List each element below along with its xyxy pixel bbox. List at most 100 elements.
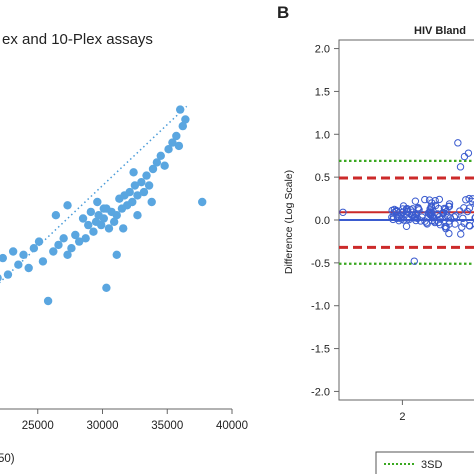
panel-a-point bbox=[59, 234, 68, 243]
panel-a-point bbox=[148, 164, 158, 174]
panel-a-point bbox=[14, 260, 23, 269]
panel-a-point bbox=[147, 197, 156, 207]
panel-b-y-tick-label: 1.0 bbox=[315, 129, 330, 141]
panel-a-point bbox=[133, 191, 142, 200]
panel-a-point bbox=[144, 181, 154, 190]
panel-b-point bbox=[410, 257, 418, 265]
panel-a-point bbox=[128, 197, 137, 207]
panel-a-point bbox=[8, 247, 18, 256]
panel-a-point bbox=[89, 227, 98, 236]
panel-b-point bbox=[451, 220, 459, 228]
panel-b-point bbox=[421, 217, 429, 225]
panel-a-point bbox=[84, 220, 93, 230]
panel-a-point bbox=[112, 250, 121, 259]
panel-a-point bbox=[54, 240, 63, 250]
panel-a-point bbox=[19, 250, 28, 259]
panel-b-point bbox=[402, 222, 411, 230]
panel-b-x-ticks: 2 bbox=[399, 400, 405, 423]
panel-a-point bbox=[81, 234, 90, 243]
panel-b-point bbox=[462, 196, 470, 204]
panel-a-point bbox=[67, 244, 76, 253]
panel-b-point bbox=[463, 207, 472, 216]
panel-a-point bbox=[176, 105, 185, 114]
panel-b-y-tick-label: 0.5 bbox=[315, 172, 330, 184]
panel-b-y-ticks: 2.0 1.5 1.0 0.5 0.0 -0.5 -1.0 -1.5 -2.0 bbox=[311, 44, 339, 398]
panel-a-point bbox=[174, 141, 184, 151]
panel-a-x-ticks: 25000 30000 35000 40000 bbox=[22, 409, 248, 432]
panel-b-y-tick-label: 1.5 bbox=[315, 86, 330, 98]
panel-a-point bbox=[133, 211, 142, 220]
panel-a-point bbox=[125, 187, 134, 197]
panel-b-point bbox=[434, 211, 442, 219]
panel-a-point bbox=[78, 214, 88, 223]
panel-a-title: ex and 10-Plex assays bbox=[2, 31, 153, 48]
panel-b-point bbox=[425, 196, 434, 204]
panel-a-point bbox=[0, 274, 2, 282]
panel-b-y-tick-label: -1.0 bbox=[311, 301, 330, 313]
panel-b-point bbox=[471, 214, 474, 221]
panel-a-point bbox=[160, 161, 169, 170]
panel-a-point bbox=[99, 214, 108, 223]
panel-b-y-tick-label: 0.0 bbox=[315, 215, 330, 227]
panel-b-legend bbox=[375, 451, 474, 474]
panel-b-point bbox=[456, 207, 464, 215]
panel-a-point bbox=[137, 178, 146, 187]
panel-a-point bbox=[152, 158, 162, 167]
panel-a-point bbox=[51, 211, 61, 220]
panel-a-point bbox=[178, 121, 187, 131]
panel-a-point bbox=[63, 250, 72, 259]
panel-a-x-tick-label: 25000 bbox=[22, 420, 54, 432]
panel-b-point bbox=[435, 195, 444, 204]
panel-b-x-tick-label: 2 bbox=[399, 411, 405, 423]
panel-b-point bbox=[431, 196, 439, 205]
panel-b-point bbox=[457, 230, 465, 238]
panel-b-y-tick-label: -1.5 bbox=[311, 344, 330, 356]
panel-a-x-tick-label: 30000 bbox=[87, 420, 119, 432]
panel-b-point bbox=[425, 208, 433, 217]
panel-b-point bbox=[339, 208, 347, 216]
panel-a-point bbox=[3, 270, 13, 279]
panel-a-point bbox=[129, 168, 138, 177]
panel-a-point bbox=[49, 247, 58, 256]
panel-a-point bbox=[156, 151, 165, 160]
panel-a-point bbox=[168, 138, 177, 147]
panel-a-point bbox=[29, 244, 39, 253]
panel-b-point bbox=[458, 223, 466, 231]
panel-b-point bbox=[459, 214, 467, 223]
panel-a-point bbox=[142, 171, 151, 180]
panel-a-point bbox=[38, 257, 48, 266]
panel-a-point bbox=[198, 197, 207, 207]
panel-b-point bbox=[454, 139, 462, 147]
panel-a-point bbox=[99, 204, 108, 213]
panel-a-x-label: 50) bbox=[0, 453, 15, 465]
panel-b-point bbox=[397, 215, 406, 223]
panel-b-point bbox=[410, 214, 418, 222]
panel-b-y-tick-label: -0.5 bbox=[311, 258, 330, 270]
panel-b-y-tick-label: 2.0 bbox=[315, 44, 330, 56]
panel-b-point bbox=[399, 208, 408, 216]
panel-a-point bbox=[71, 230, 80, 240]
panel-a-trendline bbox=[0, 105, 188, 284]
panel-a-point bbox=[104, 224, 114, 233]
panel-b-point bbox=[451, 211, 460, 220]
panel-a-point bbox=[102, 283, 111, 292]
panel-b-point bbox=[413, 214, 422, 223]
panel-a-point bbox=[112, 211, 121, 220]
panel-a-point bbox=[74, 237, 84, 246]
panel-b-point bbox=[465, 221, 473, 230]
panel-b-point bbox=[450, 213, 459, 221]
panel-b-point bbox=[414, 203, 422, 212]
panel-a-points bbox=[0, 105, 207, 306]
panel-b-point bbox=[390, 205, 399, 214]
panel-b-point bbox=[407, 211, 416, 219]
panel-a-chart: ex and 10-Plex assays 25000 30000 35000 400… bbox=[0, 31, 248, 465]
panel-a-point bbox=[86, 207, 96, 217]
panel-b-point bbox=[431, 201, 440, 210]
panel-b-point bbox=[443, 212, 451, 220]
panel-b-points bbox=[339, 139, 474, 265]
panel-b-point bbox=[411, 197, 420, 205]
panel-a-point bbox=[130, 181, 140, 190]
panel-b-point bbox=[422, 219, 431, 227]
panel-b-chart: B HIV Bland Difference (Log Scale) 2.0 1.… bbox=[277, 3, 474, 474]
panel-a-point bbox=[164, 145, 173, 154]
